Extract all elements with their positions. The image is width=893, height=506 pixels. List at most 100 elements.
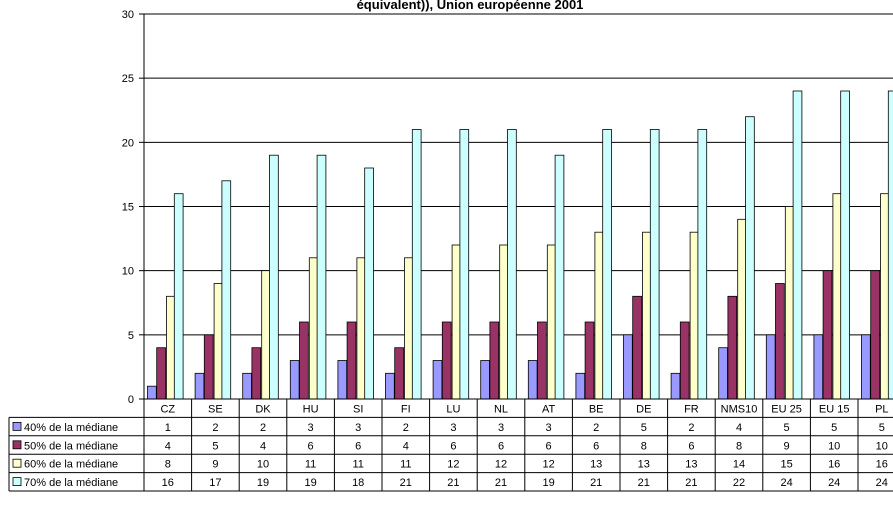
table-cell: 11 xyxy=(400,459,411,471)
category-label: EU 15 xyxy=(819,404,850,416)
table-cell: 12 xyxy=(447,459,459,471)
bar xyxy=(394,347,404,400)
table-cell: 12 xyxy=(542,459,554,471)
table-cell: 6 xyxy=(546,440,552,452)
table-cell: 17 xyxy=(209,477,221,489)
bar xyxy=(221,180,232,400)
bar xyxy=(697,129,708,400)
table-cell: 6 xyxy=(308,440,314,452)
table-cell: 9 xyxy=(212,459,218,471)
table-cell: 16 xyxy=(876,459,888,471)
table-cell: 4 xyxy=(736,422,742,434)
category-label: FR xyxy=(684,404,699,416)
bar xyxy=(147,385,157,400)
bar xyxy=(432,360,443,400)
table-cell: 10 xyxy=(876,440,888,452)
table-cell: 13 xyxy=(685,459,697,471)
category-label: PL xyxy=(875,404,888,416)
legend-label: 50% de la médiane xyxy=(24,440,118,452)
category-label: SE xyxy=(208,404,223,416)
table-cell: 21 xyxy=(447,477,459,489)
bar xyxy=(251,347,262,400)
table-cell: 21 xyxy=(638,477,650,489)
table-cell: 6 xyxy=(688,440,694,452)
data-table: CZ SE DK HU SI FI LU NL AT BE DE FR NMS10 EU 25 EU 15 P… xyxy=(8,398,893,492)
bar xyxy=(679,321,690,400)
table-cell: 16 xyxy=(828,459,840,471)
bar xyxy=(316,154,327,400)
bar xyxy=(765,334,776,400)
table-cell: 21 xyxy=(590,477,602,489)
bar xyxy=(575,372,586,400)
category-label: HU xyxy=(303,404,319,416)
table-cell: 12 xyxy=(495,459,507,471)
category-label: SI xyxy=(353,404,363,416)
table-cell: 1 xyxy=(165,422,171,434)
table-cell: 21 xyxy=(495,477,507,489)
category-label: CZ xyxy=(160,404,175,416)
table-cell: 2 xyxy=(260,422,266,434)
bar xyxy=(269,154,279,400)
table-cell: 4 xyxy=(260,440,266,452)
bar xyxy=(289,360,300,400)
table-cell: 24 xyxy=(876,477,888,489)
table-cell: 19 xyxy=(542,477,554,489)
bar xyxy=(813,334,824,400)
category-label: AT xyxy=(542,404,556,416)
table-cell: 4 xyxy=(403,440,409,452)
bar xyxy=(441,321,452,400)
bar xyxy=(299,321,309,400)
bar xyxy=(337,360,348,400)
bar xyxy=(623,334,633,400)
table-cell: 5 xyxy=(641,422,647,434)
category-label: LU xyxy=(446,404,460,416)
table-cell: 21 xyxy=(685,477,697,489)
table-cell: 2 xyxy=(593,422,599,434)
y-tick-label: 30 xyxy=(122,9,134,21)
table-cell: 19 xyxy=(257,477,269,489)
bar xyxy=(822,270,833,400)
table-cell: 22 xyxy=(733,477,745,489)
y-tick-label: 5 xyxy=(128,330,134,342)
bar xyxy=(527,360,538,400)
table-cell: 8 xyxy=(641,440,647,452)
bar xyxy=(507,129,517,400)
chart-title: équivalent)), Union européenne 2001 xyxy=(357,0,584,12)
bar xyxy=(745,116,755,400)
bar xyxy=(584,321,595,400)
table-cell: 13 xyxy=(638,459,650,471)
bar xyxy=(537,321,547,400)
table-cell: 5 xyxy=(879,422,885,434)
table-cell: 18 xyxy=(352,477,364,489)
legend-label: 70% de la médiane xyxy=(24,477,118,489)
bar xyxy=(242,372,252,400)
table-cell: 10 xyxy=(257,459,269,471)
table-cell: 2 xyxy=(688,422,694,434)
legend-swatch xyxy=(12,421,22,431)
y-tick-label: 25 xyxy=(122,73,134,85)
table-cell: 8 xyxy=(736,440,742,452)
legend-swatch xyxy=(12,458,22,468)
legend-label: 40% de la médiane xyxy=(24,422,118,434)
bar xyxy=(459,129,470,400)
bar xyxy=(194,372,205,400)
table-cell: 11 xyxy=(305,459,316,471)
y-tick-label: 20 xyxy=(122,137,134,149)
table-cell: 19 xyxy=(304,477,316,489)
table-cell: 3 xyxy=(355,422,361,434)
bar xyxy=(173,193,184,400)
table-cell: 6 xyxy=(498,440,504,452)
table-cell: 11 xyxy=(352,459,363,471)
bar xyxy=(480,360,490,400)
bar xyxy=(718,347,728,400)
y-tick-label: 15 xyxy=(122,202,134,214)
legend-swatch xyxy=(12,477,22,487)
table-cell: 6 xyxy=(450,440,456,452)
bar xyxy=(861,334,871,400)
table-cell: 9 xyxy=(784,440,790,452)
legend-swatch xyxy=(12,440,22,450)
table-cell: 16 xyxy=(162,477,174,489)
category-label: FI xyxy=(401,404,411,416)
bar xyxy=(203,334,214,400)
table-cell: 2 xyxy=(212,422,218,434)
